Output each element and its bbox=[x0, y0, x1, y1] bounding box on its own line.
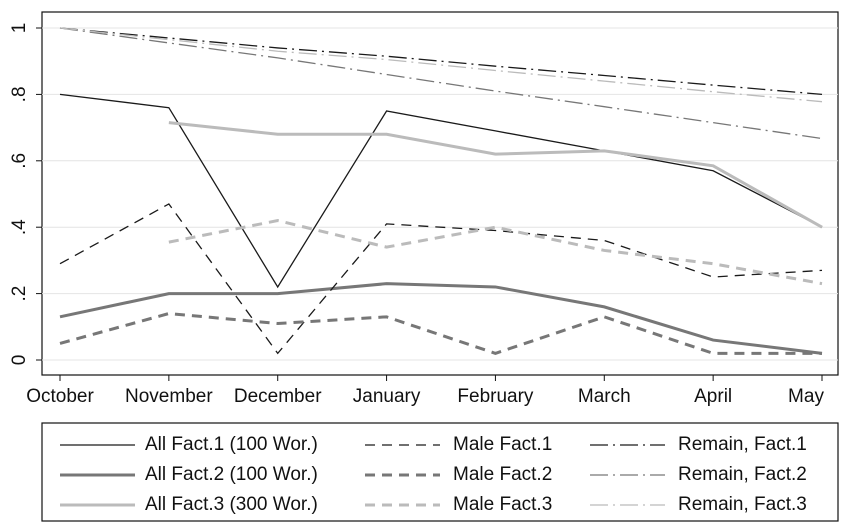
legend-label: All Fact.1 (100 Wor.) bbox=[145, 434, 318, 455]
legend-box bbox=[41, 422, 839, 522]
y-tick-label: 0 bbox=[9, 355, 30, 366]
y-tick-label: .6 bbox=[9, 153, 30, 169]
legend-label: All Fact.3 (300 Wor.) bbox=[145, 494, 318, 515]
series-line bbox=[59, 282, 823, 355]
x-tick-label: January bbox=[353, 386, 421, 407]
series-line bbox=[59, 27, 823, 96]
x-tick-label: December bbox=[234, 386, 322, 407]
plot-frame bbox=[41, 11, 839, 376]
legend-label: Remain, Fact.3 bbox=[678, 494, 807, 515]
legend-label: All Fact.2 (100 Wor.) bbox=[145, 464, 318, 485]
legend-label: Remain, Fact.2 bbox=[678, 464, 807, 485]
series-line bbox=[59, 93, 823, 289]
x-tick-label: February bbox=[457, 386, 534, 407]
y-tick-label: .2 bbox=[9, 286, 30, 302]
x-tick-label: March bbox=[578, 386, 631, 407]
x-tick-label: May bbox=[788, 386, 824, 407]
series-line bbox=[168, 121, 823, 229]
series-line bbox=[59, 203, 823, 355]
y-tick-label: .4 bbox=[9, 219, 30, 235]
x-tick-label: April bbox=[694, 386, 732, 407]
legend-label: Male Fact.2 bbox=[453, 464, 552, 485]
series-line bbox=[59, 312, 822, 355]
y-tick-label: 1 bbox=[9, 23, 30, 34]
legend-label: Male Fact.3 bbox=[453, 494, 552, 515]
y-tick-label: .8 bbox=[9, 86, 30, 102]
series-line bbox=[168, 219, 823, 286]
series-line bbox=[59, 27, 823, 103]
series-line bbox=[59, 27, 823, 140]
x-tick-label: October bbox=[26, 386, 94, 407]
legend-label: Remain, Fact.1 bbox=[678, 434, 807, 455]
x-tick-label: November bbox=[125, 386, 213, 407]
legend-label: Male Fact.1 bbox=[453, 434, 552, 455]
